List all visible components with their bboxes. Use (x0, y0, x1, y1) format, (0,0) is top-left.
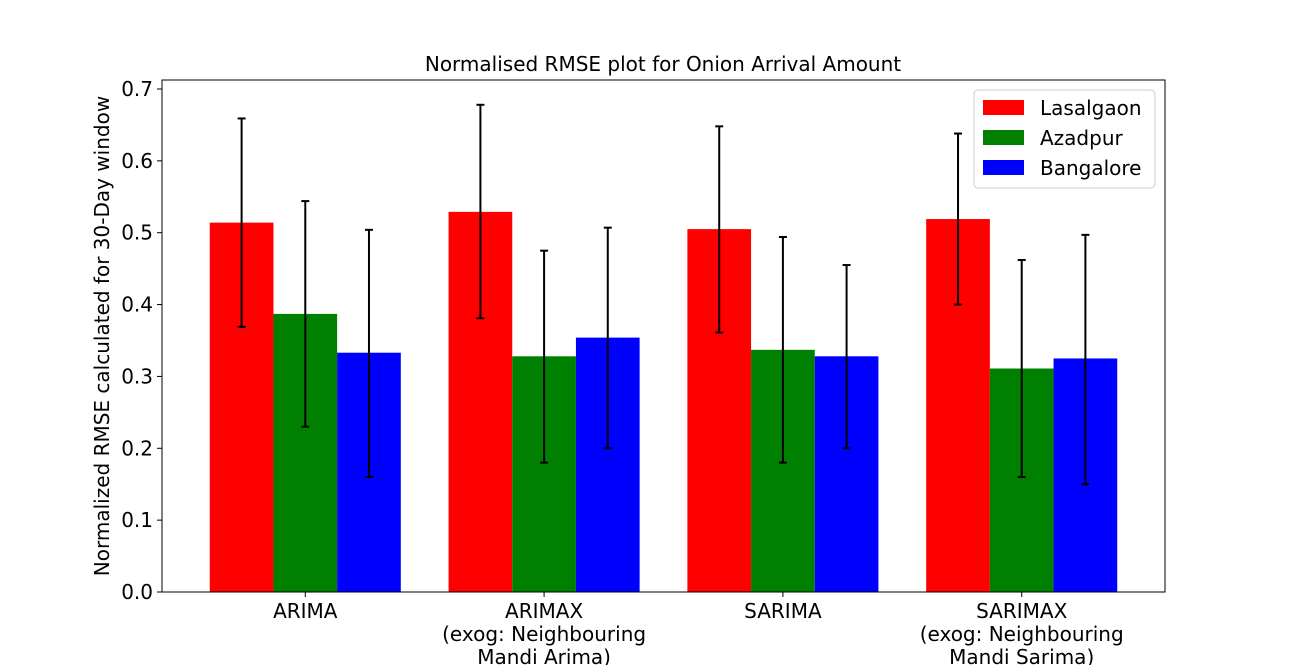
x-tick-label: (exog: Neighbouring (920, 622, 1124, 646)
legend-swatch-bangalore (983, 160, 1024, 175)
y-tick-label: 0.3 (121, 364, 153, 388)
legend: Lasalgaon Azadpur Bangalore (973, 89, 1156, 189)
legend-swatch-azadpur (983, 130, 1024, 145)
legend-label-azadpur: Azadpur (1040, 126, 1124, 150)
y-tick-label: 0.6 (121, 149, 153, 173)
legend-label-bangalore: Bangalore (1040, 156, 1141, 180)
y-tick-label: 0.2 (121, 436, 153, 460)
x-tick-label: Mandi Arima) (477, 645, 611, 665)
legend-swatch-lasalgaon (983, 100, 1024, 115)
bars-layer (209, 211, 1118, 593)
y-tick-label: 0.0 (121, 580, 153, 604)
x-tick-label: ARIMAX (505, 599, 583, 623)
x-tick-label: (exog: Neighbouring (442, 622, 646, 646)
x-tick-label: SARIMA (744, 599, 822, 623)
x-tick-label: ARIMA (273, 599, 338, 623)
y-axis: 0.0 0.1 0.2 0.3 0.4 0.5 0.6 0.7 (121, 77, 162, 604)
y-tick-label: 0.7 (121, 77, 153, 101)
y-axis-label: Normalized RMSE calculated for 30-Day wi… (90, 96, 114, 576)
chart-title: Normalised RMSE plot for Onion Arrival A… (425, 52, 901, 76)
x-tick-label: SARIMAX (976, 599, 1067, 623)
y-tick-label: 0.5 (121, 221, 153, 245)
plot-frame (161, 79, 1166, 593)
y-tick-label: 0.1 (121, 508, 153, 532)
x-tick-label: Mandi Sarima) (949, 645, 1094, 665)
legend-label-lasalgaon: Lasalgaon (1040, 96, 1142, 120)
error-bars-layer (237, 103, 1090, 486)
y-tick-label: 0.4 (121, 293, 153, 317)
